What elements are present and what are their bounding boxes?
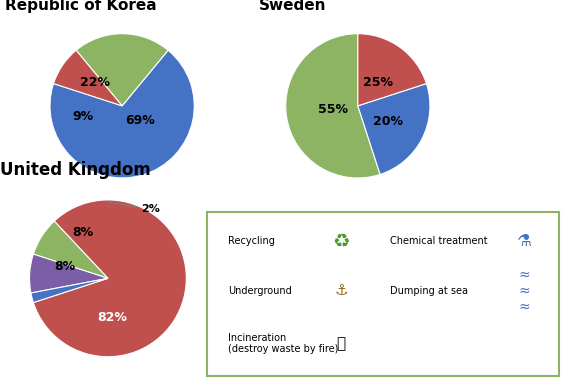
Wedge shape <box>53 50 122 106</box>
Text: Chemical treatment: Chemical treatment <box>390 236 488 246</box>
Text: Recycling: Recycling <box>228 236 275 246</box>
Text: Incineration
(destroy waste by fire): Incineration (destroy waste by fire) <box>228 332 339 354</box>
Text: Republic of Korea: Republic of Korea <box>5 0 157 13</box>
Wedge shape <box>30 254 108 293</box>
Text: ♻: ♻ <box>332 232 350 251</box>
Wedge shape <box>358 34 427 106</box>
Text: Underground: Underground <box>228 286 292 296</box>
Wedge shape <box>286 34 380 178</box>
Wedge shape <box>34 200 186 357</box>
Text: 25%: 25% <box>363 76 393 89</box>
Text: ⚗: ⚗ <box>517 232 532 250</box>
Wedge shape <box>34 221 108 278</box>
Wedge shape <box>50 50 194 178</box>
Text: 9%: 9% <box>72 110 93 123</box>
Text: 69%: 69% <box>126 114 155 127</box>
Text: ⚓: ⚓ <box>335 283 348 298</box>
Wedge shape <box>358 83 430 174</box>
Text: 🔥: 🔥 <box>337 336 346 351</box>
Text: 20%: 20% <box>373 115 403 128</box>
Text: 8%: 8% <box>54 260 76 273</box>
Wedge shape <box>31 278 108 303</box>
Text: 2%: 2% <box>107 202 161 214</box>
Text: Sweden: Sweden <box>258 0 326 13</box>
Text: 55%: 55% <box>318 103 348 116</box>
Text: 82%: 82% <box>97 311 127 324</box>
Text: United Kingdom: United Kingdom <box>0 161 151 179</box>
Text: Dumping at sea: Dumping at sea <box>390 286 469 296</box>
Text: 22%: 22% <box>80 76 110 89</box>
Text: ≈
≈
≈: ≈ ≈ ≈ <box>519 267 530 314</box>
Text: 8%: 8% <box>72 226 93 240</box>
Wedge shape <box>76 34 168 106</box>
FancyBboxPatch shape <box>207 212 559 376</box>
